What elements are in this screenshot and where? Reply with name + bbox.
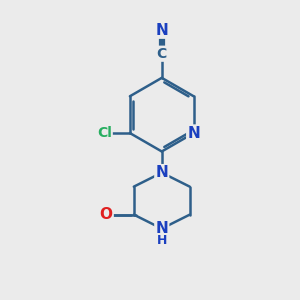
Text: C: C	[157, 47, 167, 61]
Text: N: N	[155, 23, 168, 38]
Text: H: H	[157, 235, 167, 248]
Text: N: N	[155, 221, 168, 236]
Text: Cl: Cl	[97, 126, 112, 140]
Text: O: O	[100, 207, 112, 222]
Text: N: N	[155, 165, 168, 180]
Text: N: N	[187, 126, 200, 141]
